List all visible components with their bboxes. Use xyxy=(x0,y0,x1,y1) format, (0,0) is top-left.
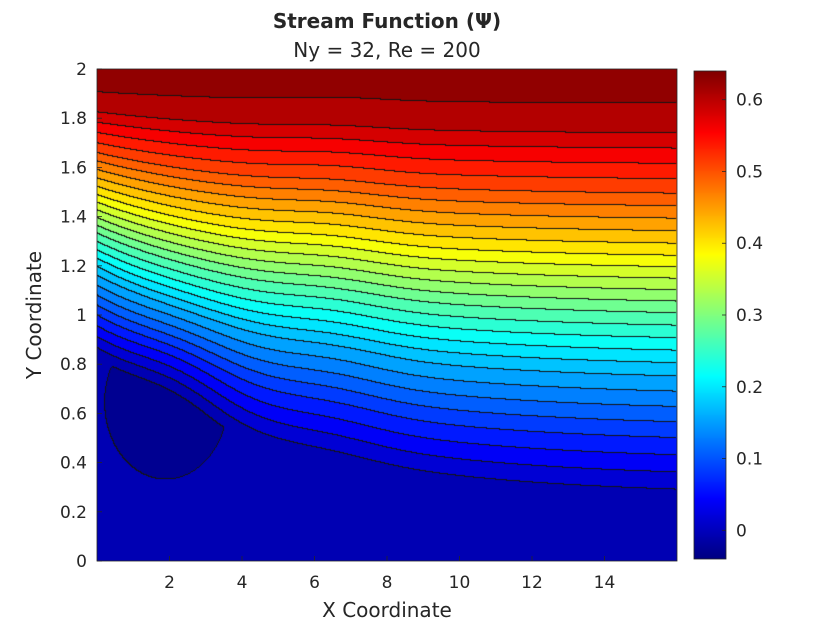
x-tick-label: 8 xyxy=(382,573,393,593)
x-tick-label: 12 xyxy=(521,573,543,593)
y-tick-label: 0 xyxy=(76,552,87,572)
colorbar-tick-label: 0.6 xyxy=(736,91,763,111)
colorbar-tick-label: 0.1 xyxy=(736,450,763,470)
y-tick-label: 0.8 xyxy=(60,355,87,375)
y-tick-label: 0.2 xyxy=(60,503,87,523)
x-tick-label: 10 xyxy=(449,573,471,593)
colorbar-gradient xyxy=(694,71,726,559)
colorbar-tick-label: 0.5 xyxy=(736,162,763,182)
x-tick-label: 14 xyxy=(594,573,616,593)
y-tick-label: 1 xyxy=(76,306,87,326)
y-tick-label: 1.4 xyxy=(60,208,87,228)
y-axis: 0 0.2 0.4 0.6 0.8 1 1.2 1.4 1.6 1.8 2 xyxy=(60,60,102,572)
y-tick-label: 0.4 xyxy=(60,454,87,474)
y-tick-label: 1.6 xyxy=(60,158,87,178)
y-tick-label: 2 xyxy=(76,60,87,80)
y-tick-label: 1.8 xyxy=(60,109,87,129)
chart-subtitle: Ny = 32, Re = 200 xyxy=(293,38,480,62)
colorbar-tick-label: 0.4 xyxy=(736,234,763,254)
x-axis: 2 4 6 8 10 12 14 xyxy=(164,556,615,593)
x-tick-label: 4 xyxy=(237,573,248,593)
x-tick-label: 6 xyxy=(309,573,320,593)
x-axis-label: X Coordinate xyxy=(322,598,452,622)
x-tick-label: 2 xyxy=(164,573,175,593)
colorbar-ticks: 0 0.1 0.2 0.3 0.4 0.5 0.6 xyxy=(722,91,763,541)
y-axis-label: Y Coordinate xyxy=(22,251,46,380)
y-tick-label: 1.2 xyxy=(60,257,87,277)
colorbar-tick-label: 0.2 xyxy=(736,378,763,398)
colorbar: 0 0.1 0.2 0.3 0.4 0.5 0.6 xyxy=(693,70,763,560)
plot-area xyxy=(96,68,678,562)
contour-field xyxy=(97,69,677,561)
colorbar-tick-label: 0.3 xyxy=(736,306,763,326)
colorbar-tick-label: 0 xyxy=(736,521,747,541)
chart-title: Stream Function (Ψ) xyxy=(273,9,501,33)
y-tick-label: 0.6 xyxy=(60,404,87,424)
